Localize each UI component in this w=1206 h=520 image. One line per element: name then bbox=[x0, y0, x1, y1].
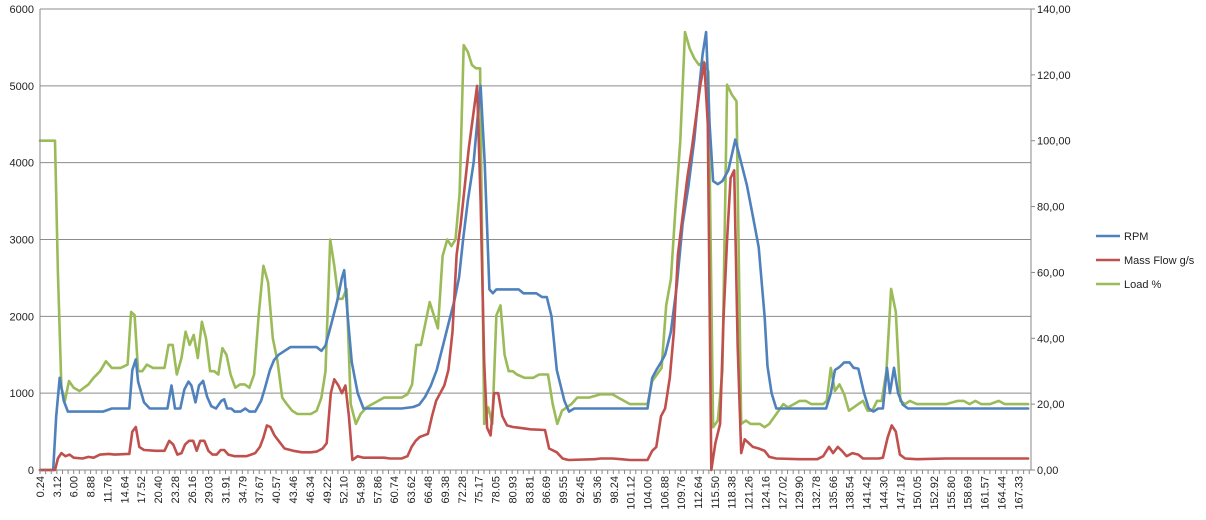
x-tick-label: 158.69 bbox=[963, 476, 975, 510]
x-tick-label: 23.28 bbox=[170, 476, 182, 504]
x-tick-label: 34.79 bbox=[237, 476, 249, 504]
y-tick-label: 3000 bbox=[10, 235, 34, 247]
y-tick-label: 2000 bbox=[10, 311, 34, 323]
x-tick-label: 78.05 bbox=[491, 476, 503, 504]
y2-tick-label: 140,00 bbox=[1037, 4, 1071, 16]
x-tick-label: 75.17 bbox=[474, 476, 486, 504]
x-tick-label: 121.26 bbox=[744, 476, 756, 510]
x-tick-label: 155.80 bbox=[946, 476, 958, 510]
x-tick-label: 127.02 bbox=[777, 476, 789, 510]
x-tick-label: 26.16 bbox=[187, 476, 199, 504]
series-line-mass-flow-g-s bbox=[38, 61, 1030, 472]
x-tick-label: 164.44 bbox=[996, 476, 1008, 510]
x-tick-label: 98.24 bbox=[609, 476, 621, 504]
x-tick-label: 52.10 bbox=[339, 476, 351, 504]
x-axis: 0.24 3.12 6.00 8.88 11.76 14.64 17.52 20.40 23.2… bbox=[35, 470, 1030, 510]
x-tick-label: 167.33 bbox=[1013, 476, 1025, 510]
x-tick-label: 106.88 bbox=[659, 476, 671, 510]
x-tick-label: 104.00 bbox=[643, 476, 655, 510]
x-tick-label: 80.93 bbox=[507, 476, 519, 504]
x-tick-label: 138.54 bbox=[845, 476, 857, 510]
x-tick-label: 8.88 bbox=[86, 476, 98, 497]
x-tick-label: 124.16 bbox=[761, 476, 773, 510]
x-tick-label: 83.81 bbox=[524, 476, 536, 504]
x-tick-label: 161.57 bbox=[980, 476, 992, 510]
legend-label: RPM bbox=[1124, 231, 1148, 243]
x-tick-label: 141.42 bbox=[862, 476, 874, 510]
legend-label: Mass Flow g/s bbox=[1124, 255, 1195, 267]
x-tick-label: 37.67 bbox=[254, 476, 266, 504]
x-tick-label: 115.50 bbox=[710, 476, 722, 509]
x-tick-label: 118.38 bbox=[727, 476, 739, 509]
y-axis-left: 0 1000 2000 3000 4000 5000 6000 bbox=[10, 4, 41, 477]
x-tick-label: 135.66 bbox=[828, 476, 840, 510]
y2-tick-label: 40,00 bbox=[1037, 333, 1065, 345]
x-tick-label: 57.86 bbox=[372, 476, 384, 504]
y-tick-label: 4000 bbox=[10, 158, 34, 170]
x-tick-label: 54.98 bbox=[355, 476, 367, 504]
y-tick-label: 6000 bbox=[10, 4, 34, 16]
y2-tick-label: 60,00 bbox=[1037, 267, 1065, 279]
x-tick-label: 132.78 bbox=[811, 476, 823, 510]
x-tick-label: 129.90 bbox=[794, 476, 806, 510]
x-tick-label: 152.92 bbox=[929, 476, 941, 510]
x-tick-label: 20.40 bbox=[153, 476, 165, 504]
x-tick-label: 31.91 bbox=[220, 476, 232, 504]
x-tick-label: 92.45 bbox=[575, 476, 587, 504]
x-tick-label: 0.24 bbox=[35, 476, 47, 497]
x-tick-label: 95.36 bbox=[592, 476, 604, 504]
y2-tick-label: 100,00 bbox=[1037, 136, 1071, 148]
x-tick-label: 101.12 bbox=[626, 476, 638, 510]
axes: 0 1000 2000 3000 4000 5000 6000 0,00 20,00 40,00… bbox=[10, 4, 1071, 510]
x-tick-label: 3.12 bbox=[52, 476, 64, 497]
x-tick-label: 49.22 bbox=[322, 476, 334, 504]
series-line-rpm bbox=[38, 30, 1030, 472]
x-tick-label: 46.34 bbox=[305, 476, 317, 504]
x-tick-label: 63.62 bbox=[406, 476, 418, 504]
x-tick-label: 144.30 bbox=[878, 476, 890, 510]
y2-tick-label: 120,00 bbox=[1037, 70, 1071, 82]
x-tick-label: 109.76 bbox=[676, 476, 688, 510]
y2-tick-label: 20,00 bbox=[1037, 399, 1065, 411]
y-tick-label: 0 bbox=[28, 465, 34, 477]
x-tick-label: 6.00 bbox=[69, 476, 81, 497]
legend: RPM Mass Flow g/s Load % bbox=[1096, 231, 1195, 291]
x-tick-label: 86.69 bbox=[541, 476, 553, 504]
y2-tick-label: 80,00 bbox=[1037, 202, 1065, 214]
x-tick-label: 89.55 bbox=[558, 476, 570, 504]
y2-tick-label: 0,00 bbox=[1037, 465, 1058, 477]
x-tick-label: 11.76 bbox=[102, 476, 114, 503]
x-tick-label: 72.28 bbox=[457, 476, 469, 504]
legend-label: Load % bbox=[1124, 279, 1162, 291]
series-layer bbox=[38, 30, 1030, 472]
x-tick-label: 29.03 bbox=[204, 476, 216, 504]
x-tick-label: 112.64 bbox=[693, 476, 705, 509]
x-tick-label: 150.05 bbox=[912, 476, 924, 510]
x-tick-label: 60.74 bbox=[389, 476, 401, 504]
x-tick-label: 69.38 bbox=[440, 476, 452, 504]
x-tick-label: 147.18 bbox=[895, 476, 907, 510]
x-tick-label: 43.46 bbox=[288, 476, 300, 504]
x-tick-label: 17.52 bbox=[136, 476, 148, 504]
x-tick-label: 40.57 bbox=[271, 476, 283, 504]
y-axis-right: 0,00 20,00 40,00 60,00 80,00 100,00 120,00 140,… bbox=[1030, 4, 1071, 477]
y-tick-label: 1000 bbox=[10, 388, 34, 400]
x-tick-label: 14.64 bbox=[119, 476, 131, 504]
x-tick-label: 66.48 bbox=[423, 476, 435, 504]
y-tick-label: 5000 bbox=[10, 81, 34, 93]
